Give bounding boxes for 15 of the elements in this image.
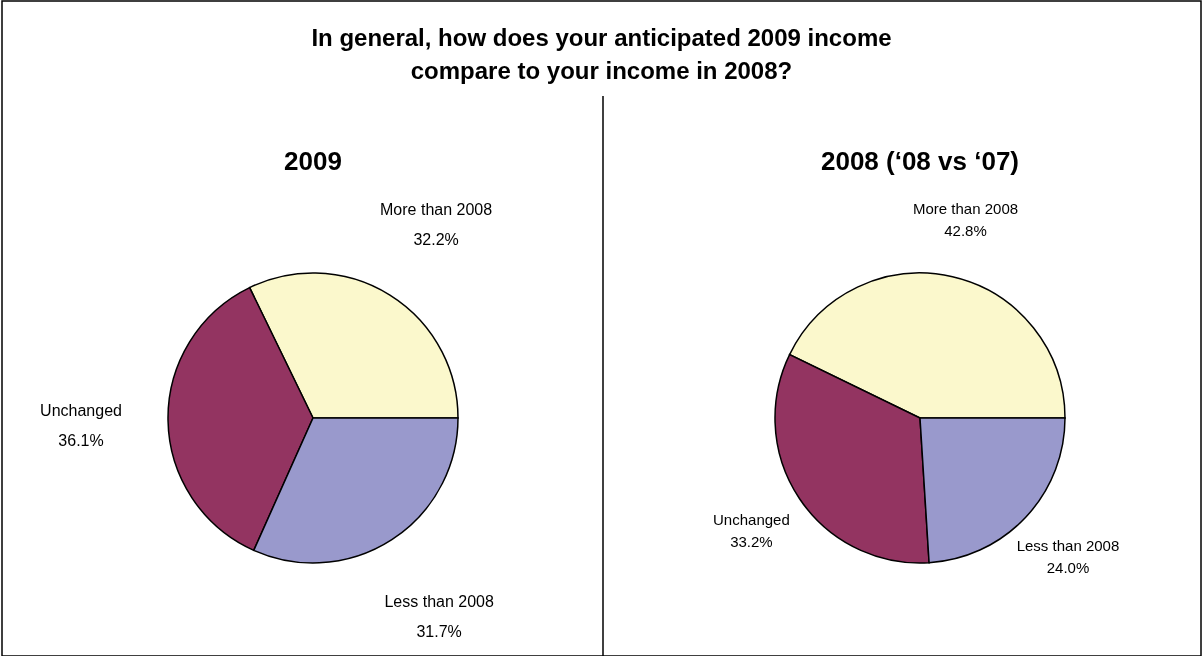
data-label: 31.7% — [416, 622, 462, 640]
text: In general, how does your anticipated 2009 income compare to your income in 2008? — [311, 24, 892, 84]
slice-label: More than 2008 — [380, 201, 493, 219]
slice-label: Unchanged — [713, 511, 790, 529]
data-label: 42.8% — [944, 222, 987, 240]
data-label: 33.2% — [730, 533, 773, 551]
slice-label: Less than 2008 — [384, 592, 494, 610]
slice-label: More than 2008 — [912, 200, 1019, 218]
data-label: 24.0% — [1046, 558, 1090, 576]
chart-title: 2008 (‘08 vs ‘07) — [820, 146, 1020, 176]
chart-title: 2009 — [284, 146, 342, 176]
data-label: 32.2% — [413, 231, 459, 249]
slice-label: Unchanged — [40, 401, 122, 419]
slice-label: Less than 2008 — [1016, 536, 1120, 554]
data-label: 36.1% — [58, 431, 104, 449]
